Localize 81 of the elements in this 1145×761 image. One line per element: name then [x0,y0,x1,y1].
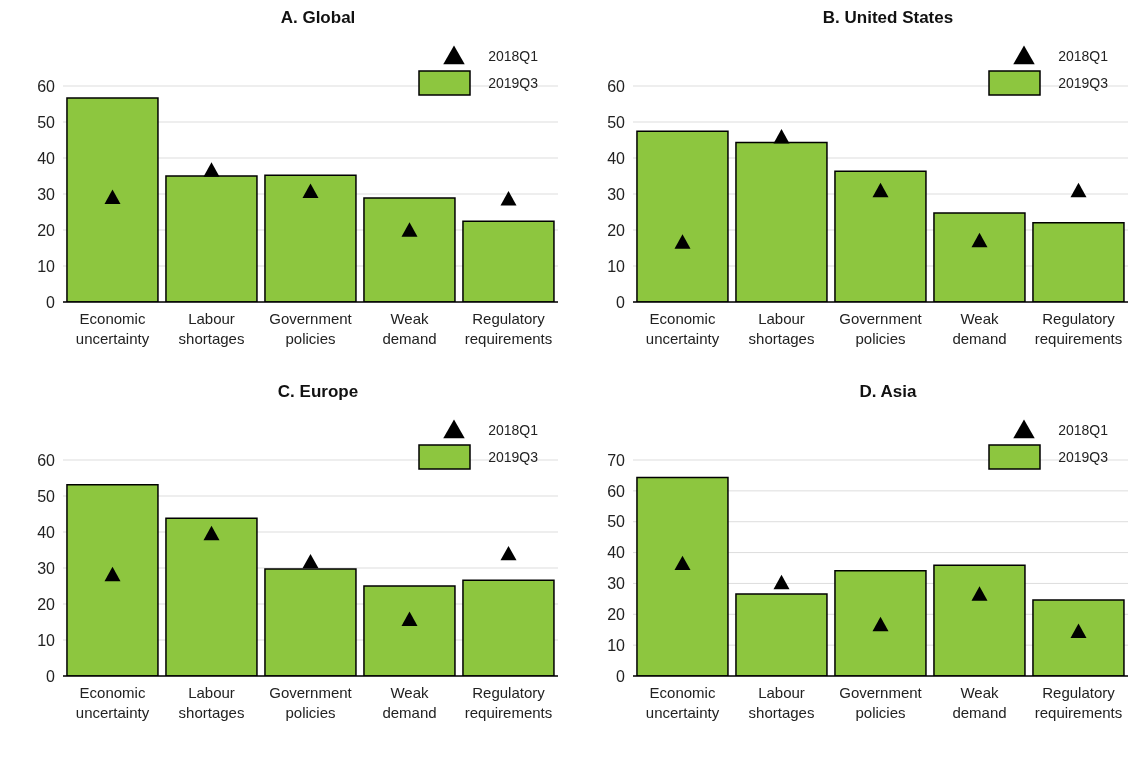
x-tick-label: Weak demand [952,310,1007,347]
y-tick-label: 10 [37,631,56,649]
x-tick-label: Regulatory requirements [1034,310,1123,347]
y-tick-label: 0 [616,293,626,311]
y-tick-label: 50 [607,513,626,531]
x-tick-label: Economic uncertainty [75,684,150,721]
legend-label: 2019Q3 [488,448,538,465]
y-tick-label: 50 [37,487,56,505]
point [971,586,988,601]
x-tick-label: Government policies [839,310,923,347]
x-tick-label: Government policies [839,684,923,721]
x-tick-label: Regulatory requirements [464,684,553,721]
x-tick-label: Government policies [269,310,353,347]
y-tick-label: 0 [46,667,56,685]
y-tick-label: 70 [607,451,626,469]
chart-title: D. Asia [858,382,918,403]
y-tick-label: 0 [616,667,626,685]
x-tick-label: Weak demand [952,684,1007,721]
y-tick-label: 40 [37,523,56,541]
y-tick-label: 10 [607,257,626,275]
y-tick-label: 40 [607,149,626,167]
point [773,574,790,590]
x-tick-label: Labour shortages [178,310,245,347]
point [971,232,988,248]
x-tick-label: Labour shortages [748,310,815,347]
y-tick-label: 10 [37,257,56,275]
y-tick-label: 60 [37,451,56,469]
y-tick-label: 30 [607,185,626,203]
x-tick-label: Weak demand [382,310,437,347]
x-tick-label: Economic uncertainty [645,310,720,347]
legend-label: 2018Q1 [1058,47,1108,64]
legend-label: 2019Q3 [1058,448,1108,465]
legend-label: 2019Q3 [1058,74,1108,91]
y-tick-label: 0 [46,293,56,311]
x-tick-label: Regulatory requirements [1034,684,1123,721]
point [1070,623,1087,638]
chart-title: C. Europe [276,382,360,403]
x-tick-label: Weak demand [382,684,437,721]
point [500,191,517,206]
x-tick-label: Regulatory requirements [464,310,553,347]
y-tick-label: 20 [37,595,56,613]
point [773,129,790,144]
x-tick-label: Labour shortages [748,684,815,721]
y-tick-label: 60 [607,482,626,500]
point [500,545,517,561]
y-tick-label: 20 [37,221,56,239]
x-tick-label: Economic uncertainty [645,684,720,721]
chart-title: B. United States [821,8,955,29]
point [1070,182,1087,198]
y-tick-label: 40 [607,544,626,562]
point [872,182,889,198]
point [104,189,121,204]
legend-label: 2019Q3 [488,74,538,91]
y-tick-label: 20 [607,221,626,239]
point [401,222,418,237]
x-tick-label: Government policies [269,684,353,721]
point [674,234,691,249]
point [203,525,220,541]
point [203,162,220,177]
point [302,183,319,198]
y-tick-label: 40 [37,149,56,167]
legend-label: 2018Q1 [488,421,538,438]
y-tick-label: 60 [37,77,56,95]
y-tick-label: 60 [607,77,626,95]
point [872,616,889,632]
y-tick-label: 50 [37,113,56,131]
y-tick-label: 30 [37,185,56,203]
point [104,566,121,582]
point [401,611,418,626]
y-tick-label: 20 [607,605,626,623]
point [302,553,319,569]
y-tick-label: 30 [607,575,626,593]
legend-label: 2018Q1 [1058,421,1108,438]
chart-title: A. Global [279,8,357,29]
y-tick-label: 50 [607,113,626,131]
point [674,555,691,571]
y-tick-label: 10 [607,636,626,654]
legend-label: 2018Q1 [488,47,538,64]
x-tick-label: Labour shortages [178,684,245,721]
y-tick-label: 30 [37,559,56,577]
x-tick-label: Economic uncertainty [75,310,150,347]
